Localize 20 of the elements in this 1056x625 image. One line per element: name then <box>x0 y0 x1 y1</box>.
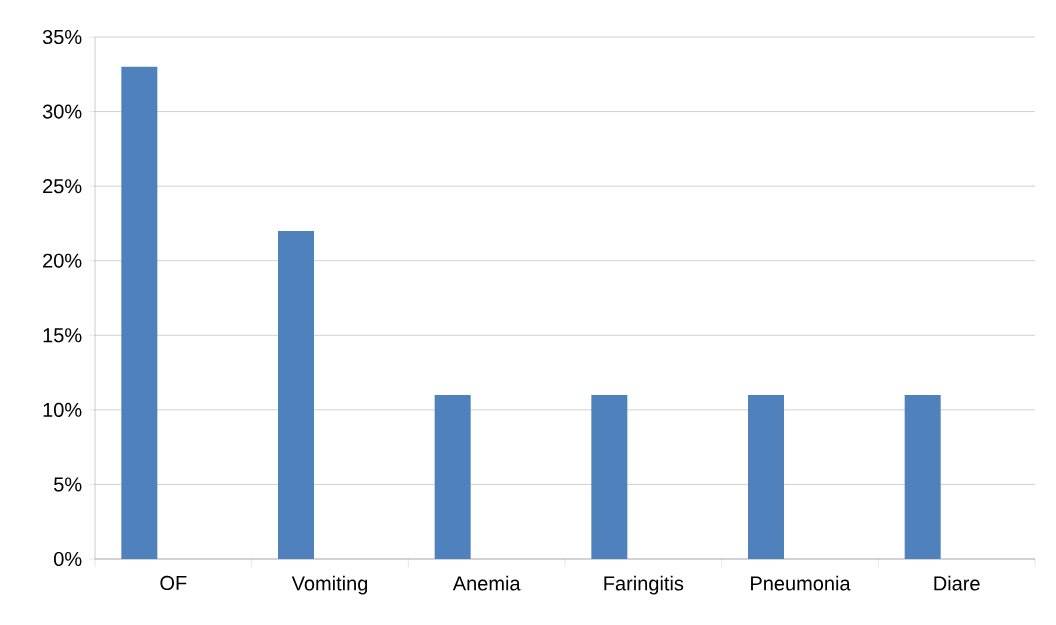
y-tick-label: 0% <box>54 551 82 567</box>
x-tick-label: Vomiting <box>291 575 368 595</box>
x-tick-label: OF <box>160 575 187 591</box>
x-tick-label: Anemia <box>452 575 521 591</box>
y-tick-label: 35% <box>42 29 82 45</box>
y-tick-label: 10% <box>43 402 82 417</box>
y-tick-label: 15% <box>43 328 82 343</box>
x-tick-label: Faringitis <box>604 575 684 595</box>
y-tick-label: 5% <box>54 477 82 492</box>
y-tick-label: 30% <box>42 104 82 119</box>
bar <box>434 394 471 559</box>
bar <box>591 394 628 559</box>
x-tick-label: Diare <box>934 575 980 591</box>
bar <box>748 394 785 559</box>
bar <box>904 394 941 559</box>
x-tick-label: Pneumonia <box>751 575 851 591</box>
bar <box>121 66 158 559</box>
y-tick-label: 25% <box>43 179 82 194</box>
bar <box>278 230 314 559</box>
y-tick-label: 20% <box>43 253 82 268</box>
